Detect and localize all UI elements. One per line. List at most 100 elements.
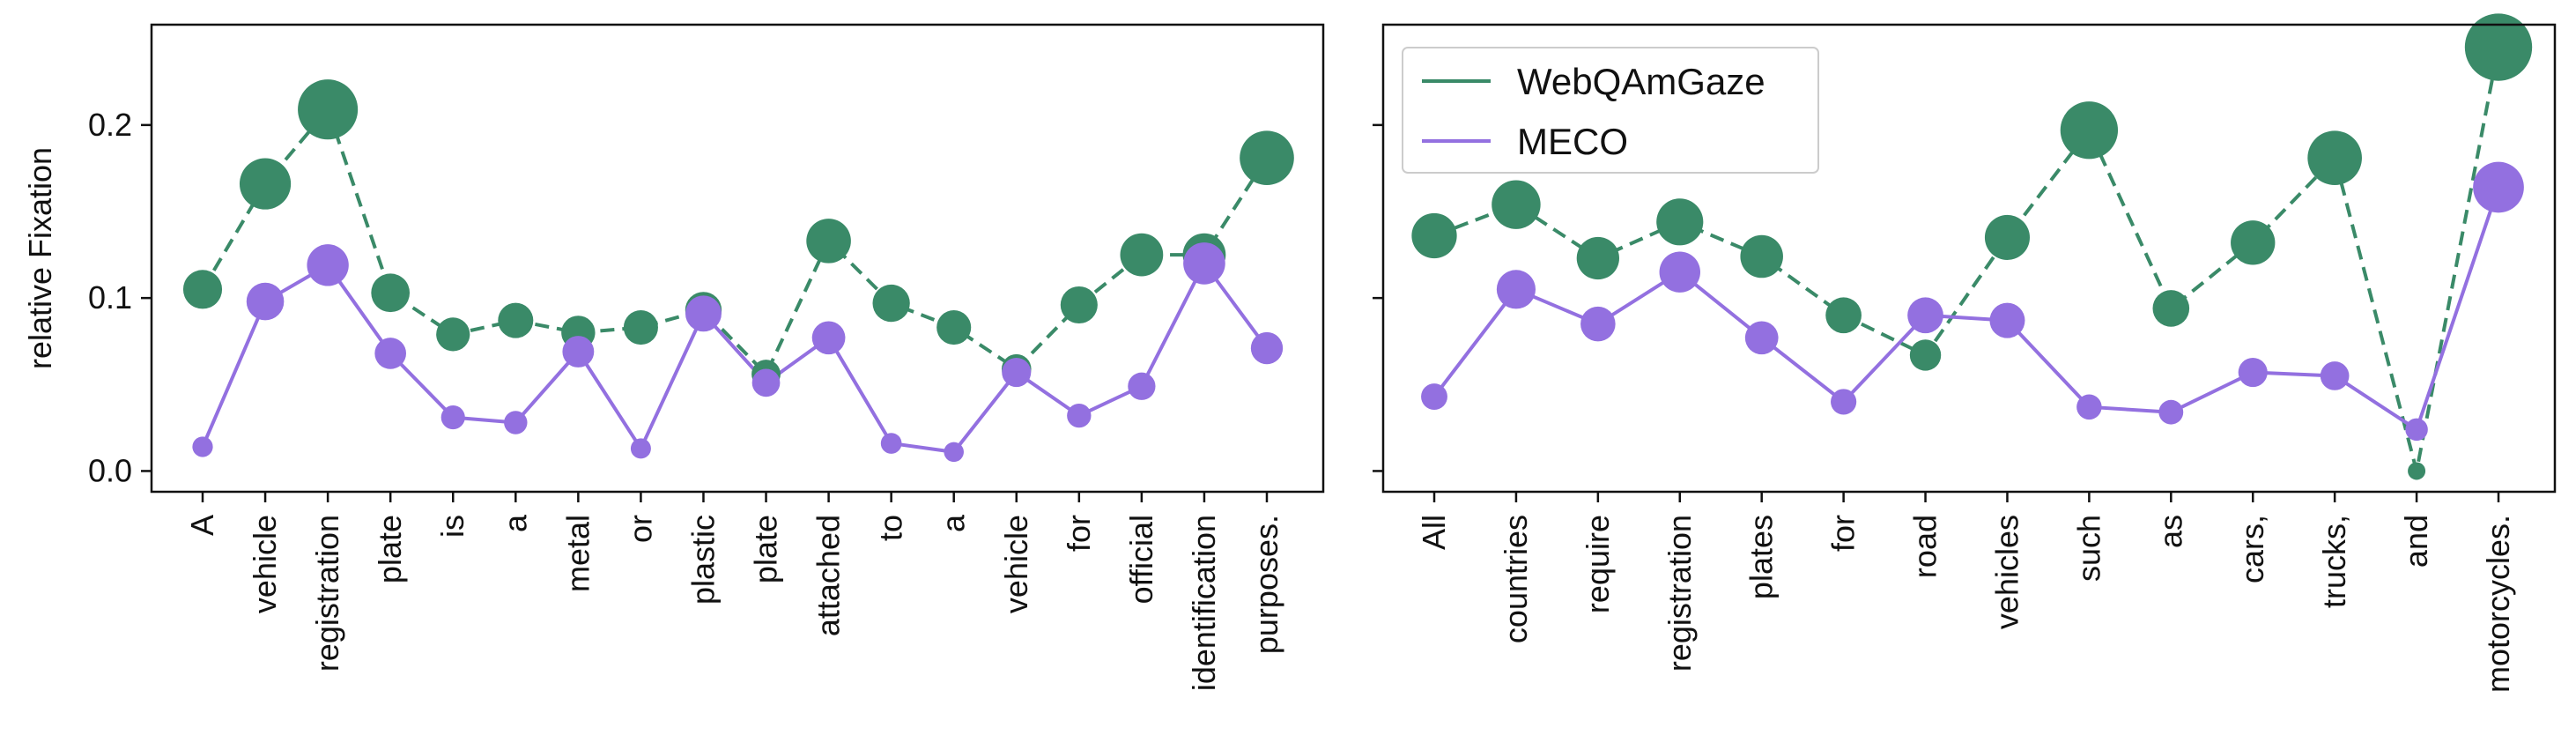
y-tick-label: 0.0	[88, 452, 132, 488]
meco-point	[562, 336, 595, 368]
legend-label: WebQAmGaze	[1517, 61, 1765, 102]
meco-point	[1067, 403, 1092, 428]
meco-point	[1250, 331, 1284, 365]
webqamgaze-point	[239, 158, 292, 210]
x-tick-label: for	[1825, 515, 1862, 552]
meco-line	[201, 261, 1269, 454]
plot-frame	[150, 23, 1325, 494]
x-tick-label: cars,	[2234, 515, 2270, 583]
x-tick-label: motorcycles.	[2480, 515, 2516, 693]
meco-point	[440, 405, 465, 430]
meco-point	[1659, 251, 1700, 293]
webqamgaze-point	[872, 284, 910, 323]
x-tick-label: identification	[1186, 515, 1222, 691]
x-tick-label: road	[1907, 515, 1943, 578]
legend-label: MECO	[1517, 121, 1628, 162]
plot-frame	[1381, 23, 2557, 494]
meco-point	[307, 244, 349, 286]
webqamgaze-point	[2231, 220, 2276, 265]
webqamgaze-point	[623, 309, 658, 345]
x-tick-label: attached	[811, 515, 847, 636]
y-tick-label: 0.2	[88, 107, 132, 143]
x-tick-label: official	[1123, 515, 1159, 604]
meco-point	[811, 321, 846, 355]
webqamgaze-point	[1492, 180, 1541, 229]
meco-point	[2320, 361, 2350, 390]
webqamgaze-point	[2307, 130, 2362, 185]
meco-point	[1128, 372, 1156, 400]
meco-point	[1421, 383, 1447, 410]
meco-point	[374, 338, 406, 369]
webqamgaze-point	[936, 309, 972, 345]
webqamgaze-point	[1740, 234, 1783, 278]
webqamgaze-point	[298, 79, 359, 140]
y-tick-label: 0.1	[88, 279, 132, 316]
webqamgaze-point	[2060, 101, 2119, 160]
webqamgaze-point	[1120, 233, 1164, 277]
meco-point	[1496, 270, 1536, 309]
x-tick-label: a	[936, 514, 972, 532]
x-tick-label: registration	[309, 515, 345, 672]
meco-point	[944, 442, 964, 463]
x-tick-label: plastic	[685, 515, 721, 605]
x-tick-label: as	[2152, 515, 2188, 548]
webqamgaze-point	[436, 317, 470, 352]
meco-point	[2473, 161, 2524, 213]
x-tick-label: vehicle	[998, 515, 1034, 613]
meco-point	[192, 436, 213, 457]
x-tick-label: require	[1580, 515, 1616, 613]
x-tick-label: plates	[1743, 515, 1780, 599]
meco-point	[880, 433, 902, 454]
x-tick-label: plate	[372, 515, 408, 583]
x-tick-label: is	[434, 515, 470, 538]
left-chart-panel: 0.0 0.1 0.2 relative Fixation A vehicle regist…	[22, 23, 1325, 691]
x-tick-label: registration	[1662, 515, 1698, 672]
x-tick-label: countries	[1498, 515, 1534, 643]
x-tick-label: to	[873, 515, 909, 541]
x-tick-label: plate	[748, 515, 784, 583]
webqamgaze-line	[201, 108, 1269, 376]
meco-point	[246, 282, 285, 321]
x-tick-label: a	[497, 514, 533, 532]
x-tick-label: purposes.	[1248, 515, 1284, 654]
meco-point	[2238, 358, 2268, 388]
x-tick-label: All	[1416, 515, 1452, 550]
meco-point	[2076, 394, 2102, 420]
meco-point	[1907, 297, 1943, 334]
x-tick-label: for	[1061, 515, 1097, 552]
meco-point	[1580, 306, 1616, 342]
y-axis-label: relative Fixation	[22, 147, 58, 369]
webqamgaze-point	[1656, 198, 1704, 246]
webqamgaze-point	[1825, 297, 1862, 334]
meco-point	[1183, 242, 1225, 285]
x-tick-label: or	[622, 515, 658, 543]
meco-point	[504, 411, 528, 434]
legend-box	[1402, 47, 1819, 174]
meco-point	[685, 295, 722, 332]
webqamgaze-point	[1984, 214, 2030, 260]
meco-point	[751, 368, 781, 397]
webqamgaze-point	[1411, 212, 1457, 259]
webqamgaze-point	[806, 219, 851, 264]
webqamgaze-point	[2152, 290, 2190, 327]
meco-point	[2158, 399, 2184, 425]
webqamgaze-point	[1240, 130, 1294, 185]
webqamgaze-point	[371, 273, 411, 313]
x-tick-label: vehicle	[247, 515, 283, 613]
x-tick-label: such	[2070, 515, 2106, 582]
webqamgaze-point	[498, 302, 534, 338]
webqamgaze-point	[1060, 286, 1098, 324]
meco-point	[1831, 389, 1857, 415]
right-chart-panel: All countries require registration plates for…	[1373, 13, 2557, 693]
x-tick-label: A	[184, 515, 220, 536]
webqamgaze-point	[2408, 462, 2426, 480]
meco-point	[2405, 418, 2428, 442]
webqamgaze-point	[1909, 339, 1942, 371]
x-tick-label: trucks,	[2316, 515, 2352, 608]
webqamgaze-point	[1576, 236, 1619, 280]
x-tick-label: and	[2398, 515, 2434, 568]
webqamgaze-point	[182, 270, 223, 309]
meco-point	[630, 438, 651, 459]
meco-point	[1989, 302, 2025, 338]
